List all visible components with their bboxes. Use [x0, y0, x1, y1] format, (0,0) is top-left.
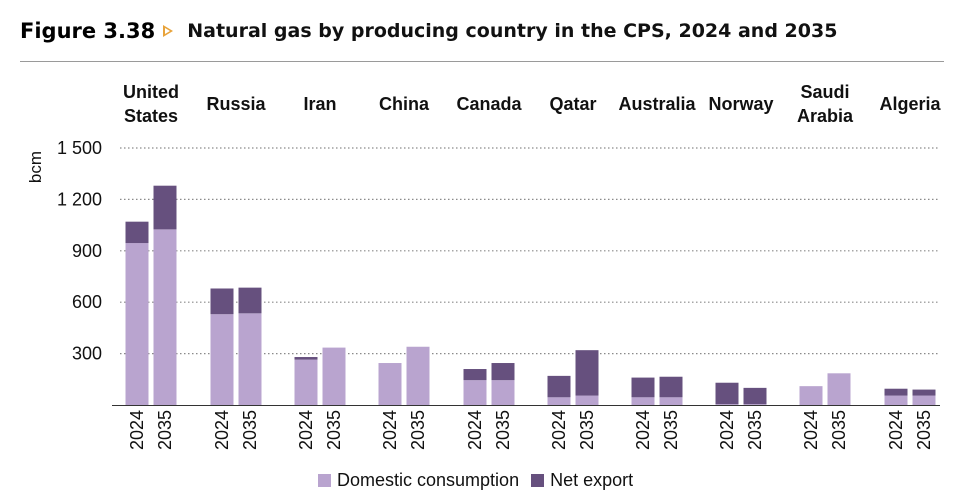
legend-swatch-net-export	[531, 474, 545, 487]
x-tick-label: 2024	[465, 410, 485, 450]
x-tick-label: 2024	[296, 410, 316, 450]
bar-net-export	[575, 350, 599, 396]
legend-item-net-export: Net export	[531, 470, 633, 491]
bar-domestic	[322, 347, 346, 405]
x-tick-label: 2035	[408, 410, 428, 450]
x-tick-label: 2035	[240, 410, 260, 450]
x-tick-label: 2035	[745, 410, 765, 450]
bars-layer	[125, 185, 936, 405]
x-tick-label: 2024	[380, 410, 400, 450]
figure-number: Figure 3.38	[20, 19, 156, 43]
bar-domestic	[631, 397, 655, 405]
x-tick-label: 2024	[549, 410, 569, 450]
category-label: Algeria	[879, 94, 941, 114]
legend-label-net-export: Net export	[550, 470, 634, 490]
bar-domestic	[294, 359, 318, 405]
chart: 300 600 900 1 200 1 500 bcm United States 2024 20…	[26, 82, 941, 450]
bar-domestic	[799, 386, 823, 405]
x-tick-label: 2024	[717, 410, 737, 450]
bar-net-export	[125, 221, 149, 244]
bar-net-export	[210, 288, 234, 315]
bar-net-export	[238, 287, 262, 314]
bar-net-export	[715, 382, 739, 405]
y-tick-label: 600	[72, 292, 102, 312]
category-label: United	[123, 82, 179, 102]
legend-label-domestic: Domestic consumption	[337, 470, 520, 490]
category-label: States	[124, 106, 178, 126]
bar-domestic	[210, 314, 234, 405]
bar-net-export	[659, 376, 683, 398]
bar-domestic	[153, 229, 177, 405]
bar-domestic	[547, 397, 571, 405]
x-tick-label: 2024	[886, 410, 906, 450]
bar-domestic	[463, 380, 487, 405]
y-tick-label: 300	[72, 344, 102, 364]
y-tick-label: 900	[72, 241, 102, 261]
x-tick-label: 2035	[493, 410, 513, 450]
category-label: Arabia	[797, 106, 854, 126]
category-label: Canada	[456, 94, 522, 114]
legend-swatch-domestic	[318, 474, 331, 487]
bar-domestic	[125, 243, 149, 405]
y-tick-label: 1 500	[57, 138, 102, 158]
x-tick-label: 2035	[577, 410, 597, 450]
x-tick-label: 2035	[661, 410, 681, 450]
x-tick-label: 2024	[801, 410, 821, 450]
bar-domestic	[491, 380, 515, 405]
category-label: China	[379, 94, 430, 114]
bar-domestic	[912, 395, 936, 405]
x-tick-label: 2035	[914, 410, 934, 450]
y-tick-label: 1 200	[57, 189, 102, 209]
category-label: Qatar	[549, 94, 596, 114]
bar-domestic	[715, 404, 739, 405]
bar-net-export	[153, 185, 177, 230]
legend-item-domestic: Domestic consumption	[318, 470, 519, 491]
title-rule	[20, 61, 944, 62]
figure-arrow-icon	[163, 25, 174, 37]
x-tick-label: 2035	[324, 410, 344, 450]
category-label: Australia	[618, 94, 696, 114]
bar-domestic	[659, 397, 683, 405]
category-label: Norway	[708, 94, 773, 114]
bar-net-export	[884, 388, 908, 396]
bar-domestic	[575, 395, 599, 405]
bar-net-export	[294, 357, 318, 360]
category-label: Russia	[206, 94, 266, 114]
bar-net-export	[491, 363, 515, 381]
figure-heading: Figure 3.38 Natural gas by producing cou…	[20, 14, 837, 48]
x-tick-label: 2024	[633, 410, 653, 450]
bar-net-export	[743, 387, 767, 405]
bar-net-export	[547, 375, 571, 398]
bar-domestic	[827, 373, 851, 405]
bar-domestic	[238, 313, 262, 405]
x-tick-label: 2035	[829, 410, 849, 450]
figure-title: Natural gas by producing country in the …	[187, 20, 838, 42]
bar-domestic	[378, 363, 402, 405]
bar-net-export	[463, 369, 487, 381]
x-tick-label: 2024	[127, 410, 147, 450]
bar-domestic	[743, 404, 767, 405]
category-label: Iran	[303, 94, 336, 114]
x-tick-label: 2035	[155, 410, 175, 450]
y-axis-label: bcm	[26, 151, 45, 183]
legend: Domestic consumption Net export	[318, 470, 645, 491]
labels-layer: 300 600 900 1 200 1 500 bcm United States 2024 20…	[26, 82, 941, 450]
bar-net-export	[631, 377, 655, 398]
bar-domestic	[406, 346, 430, 405]
bar-domestic	[884, 395, 908, 405]
x-tick-label: 2024	[212, 410, 232, 450]
bar-net-export	[912, 389, 936, 396]
category-label: Saudi	[800, 82, 849, 102]
